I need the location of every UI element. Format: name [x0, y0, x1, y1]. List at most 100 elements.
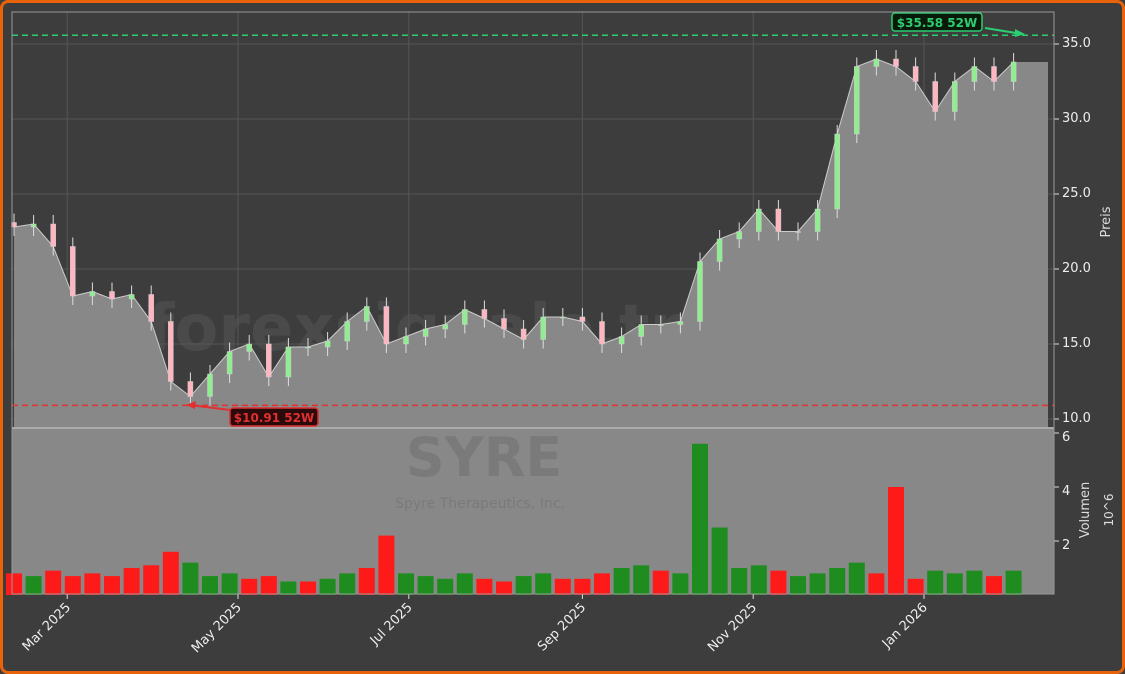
volume-bar [45, 570, 62, 595]
volume-bar [319, 578, 336, 595]
candle [991, 66, 997, 82]
volume-bar [496, 581, 512, 595]
candle [305, 346, 311, 349]
volume-bar [554, 578, 571, 595]
candle [873, 58, 880, 67]
candle [109, 291, 115, 300]
candle [814, 208, 821, 232]
date-tick-label: Jan 2026 [879, 600, 931, 652]
plot-border [11, 11, 1055, 595]
annotations: $35.58 52W $10.91 52W [12, 12, 1054, 427]
volume-bar [731, 568, 748, 595]
candle [70, 246, 76, 297]
volume-bar [986, 576, 1002, 595]
volume-bar [378, 535, 395, 595]
candle [658, 324, 664, 326]
volume-bar [162, 551, 179, 595]
candle [854, 66, 860, 135]
candle [50, 223, 56, 247]
candle [128, 294, 135, 300]
date-tick-label: Jul 2025 [367, 600, 416, 649]
candle [168, 321, 174, 382]
candle [187, 381, 194, 397]
volume-bar [888, 487, 904, 595]
volume-bar [280, 581, 297, 595]
candle [756, 208, 762, 232]
price-line [13, 58, 1014, 398]
volume-bar [1005, 570, 1022, 595]
candle [560, 316, 566, 319]
candle [932, 81, 938, 112]
price-series [11, 50, 1048, 428]
volume-bar [652, 570, 669, 595]
low-label-box [229, 407, 319, 427]
candle [912, 66, 919, 82]
volume-bar [104, 576, 120, 595]
volume-bar [398, 573, 414, 595]
candle [383, 306, 390, 345]
price-tick-label: 10.0 [1062, 411, 1091, 426]
date-tick-label: Mar 2025 [20, 600, 74, 654]
company-watermark: Spyre Therapeutics, Inc. [395, 496, 565, 512]
high-label: $35.58 52W [897, 16, 977, 30]
price-tick-label: 15.0 [1062, 336, 1091, 351]
high-label-box [891, 12, 983, 32]
candle [1010, 61, 1017, 82]
low-arrow-head [186, 401, 196, 409]
volume-bar [476, 578, 493, 595]
volume-bar [829, 568, 846, 595]
candle [736, 231, 742, 240]
candle [207, 373, 213, 397]
volume-bar [241, 578, 258, 595]
volume-bar [907, 578, 924, 595]
candle [697, 261, 703, 322]
low-arrow [189, 404, 231, 411]
price-tick-label: 30.0 [1062, 111, 1091, 126]
candle [89, 291, 96, 297]
candle [540, 316, 546, 340]
volume-bar [809, 573, 826, 595]
volume-bar [672, 573, 689, 595]
candle [403, 336, 409, 345]
volume-bar [221, 573, 238, 595]
volume-bar [358, 568, 375, 595]
candle [422, 328, 429, 337]
price-tick-label: 25.0 [1062, 186, 1091, 201]
volume-tick-label: 4 [1062, 484, 1070, 499]
candle [148, 294, 154, 322]
volume-bar [143, 565, 160, 595]
price-tick-label: 20.0 [1062, 261, 1091, 276]
price-tick-label: 35.0 [1062, 36, 1091, 51]
volume-bar [456, 573, 473, 595]
volume-bar [123, 568, 140, 595]
candle [442, 324, 448, 330]
volume-bar [927, 570, 944, 595]
candle [677, 321, 684, 325]
volume-bar [6, 573, 22, 595]
volume-series [6, 443, 1022, 595]
volume-unit-label: 10^6 [1102, 494, 1116, 527]
price-area [14, 59, 1048, 428]
candle [226, 351, 233, 375]
date-tick-label: Nov 2025 [705, 600, 760, 655]
volume-bar [946, 573, 963, 595]
candle [618, 336, 625, 345]
candle [599, 321, 605, 345]
candle [775, 208, 782, 232]
volume-bar [613, 568, 630, 595]
candle [481, 309, 488, 319]
volume-bar [182, 562, 199, 595]
volume-bar [750, 565, 767, 595]
high-arrow-head [1015, 29, 1025, 37]
candle [364, 306, 370, 322]
candle [716, 238, 723, 262]
volume-bar [633, 565, 650, 595]
volume-bar [711, 527, 728, 595]
volume-bar [770, 570, 787, 595]
volume-bar [868, 573, 885, 595]
candle [579, 316, 586, 322]
price-axis-label: Preis [1099, 206, 1114, 237]
volume-bar [692, 443, 708, 595]
